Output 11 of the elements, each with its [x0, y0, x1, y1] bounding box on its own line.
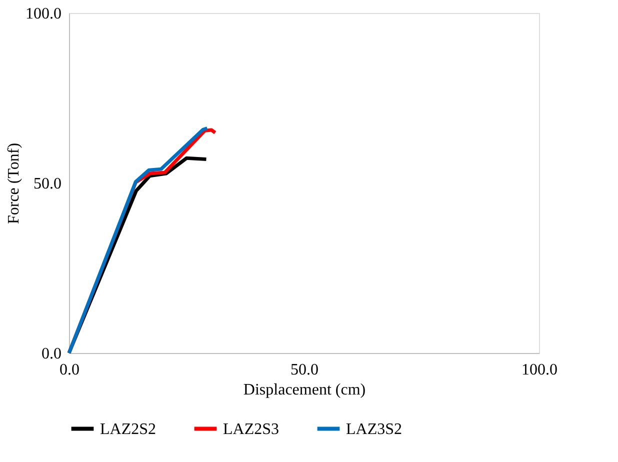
- x-tick-label: 50.0: [290, 362, 318, 378]
- y-tick-label: 50.0: [34, 176, 62, 192]
- y-axis-title: Force (Tonf): [6, 142, 22, 224]
- legend-label: LAZ3S2: [346, 420, 402, 438]
- y-tick-label: 0.0: [42, 346, 62, 362]
- legend-label: LAZ2S3: [223, 420, 279, 438]
- x-tick-label: 0.0: [60, 362, 80, 378]
- legend-label: LAZ2S2: [100, 420, 156, 438]
- x-tick-label: 100.0: [522, 362, 558, 378]
- x-axis-title: Displacement (cm): [243, 382, 366, 398]
- y-tick-label: 100.0: [26, 6, 62, 22]
